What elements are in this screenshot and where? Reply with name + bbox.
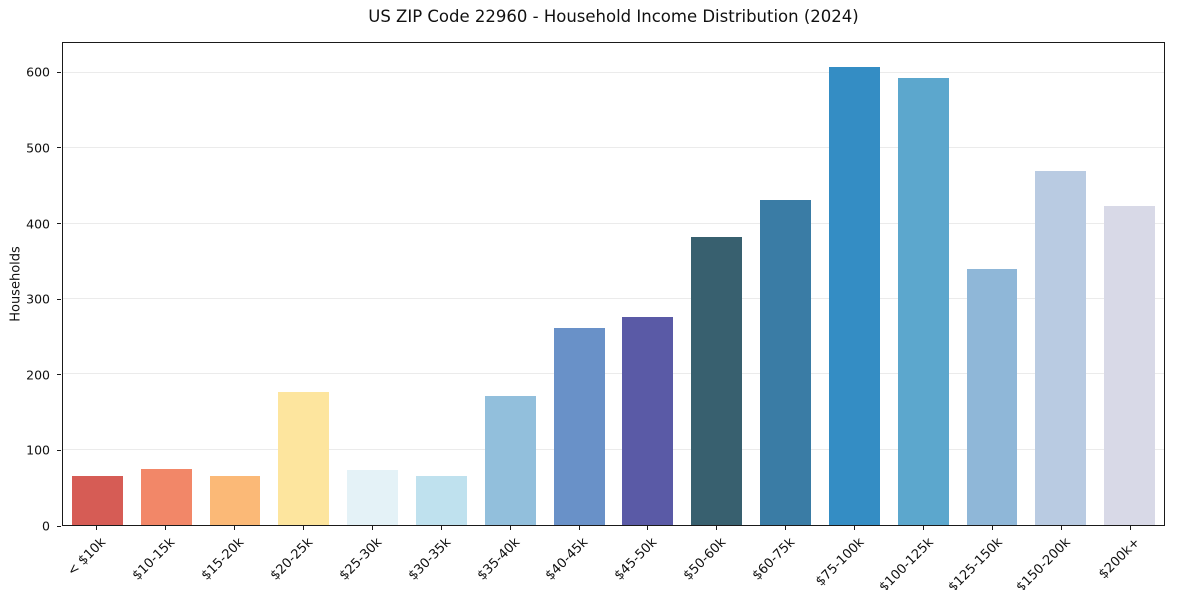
bar-$15-20k	[209, 476, 261, 525]
bar-$50-60k	[691, 236, 743, 525]
x-tick-mark	[1061, 526, 1063, 530]
bar-slot	[820, 43, 889, 525]
x-tick-label-$40-45k: $40-45k	[543, 535, 592, 584]
gridline-400	[63, 222, 1164, 224]
bar-slot	[407, 43, 476, 525]
bar-$10-15k	[140, 468, 192, 525]
x-tick-label-$60-75k: $60-75k	[749, 535, 799, 584]
bar-slot	[1026, 43, 1095, 525]
bar-$45-50k	[622, 317, 674, 525]
x-tick-mark	[854, 526, 856, 530]
y-tick-mark	[57, 147, 61, 149]
x-tick-mark	[923, 526, 925, 530]
y-tick-label-200: 200	[26, 367, 50, 383]
chart-title: US ZIP Code 22960 - Household Income Dis…	[368, 7, 859, 26]
y-tick-mark	[57, 525, 61, 527]
y-tick-mark	[57, 71, 61, 73]
x-tick-mark	[578, 526, 580, 530]
bar-$30-35k	[416, 476, 467, 525]
x-tick-label-$25-30k: $25-30k	[336, 535, 385, 584]
bar-slot	[682, 43, 751, 525]
x-tick-label-$125-150k: $125-150k	[945, 535, 1006, 590]
bar-$150-200k	[1035, 171, 1087, 525]
bar-$35-40k	[484, 396, 536, 525]
x-tick-mark	[647, 526, 649, 530]
bar-slot	[889, 43, 958, 525]
x-tick-label-$35-40k: $35-40k	[474, 535, 523, 584]
x-tick-label-$75-100k: $75-100k	[813, 535, 868, 590]
x-tick-label-< $10k: < $10k	[64, 535, 110, 580]
x-tick-label-$15-20k: $15-20k	[198, 535, 247, 584]
bar-$40-45k	[553, 328, 605, 525]
bar-slot	[614, 43, 683, 525]
x-tick-mark	[95, 526, 97, 530]
gridline-600	[63, 72, 1164, 74]
x-tick-label-$150-200k: $150-200k	[1014, 535, 1075, 590]
x-tick-mark	[1130, 526, 1132, 530]
bar-< $10k	[71, 476, 123, 525]
y-tick-label-400: 400	[26, 216, 50, 231]
bar-slot	[545, 43, 614, 525]
bar-slot	[63, 43, 132, 525]
bar-slot	[958, 43, 1027, 525]
bar-slot	[1095, 43, 1164, 525]
gridline-300	[63, 298, 1164, 300]
y-tick-mark	[57, 449, 61, 451]
x-tick-mark	[371, 526, 373, 530]
x-tick-mark	[164, 526, 166, 530]
bars-container	[63, 43, 1164, 525]
bar-slot	[751, 43, 820, 525]
y-tick-mark	[57, 374, 61, 376]
y-axis: 0 100 200 300 400 500 600	[0, 42, 62, 534]
y-tick-mark	[57, 223, 61, 224]
x-tick-mark	[785, 526, 787, 530]
bar-slot	[269, 43, 338, 525]
y-tick-label-300: 300	[26, 291, 50, 307]
bar-$25-30k	[347, 470, 399, 525]
bar-$60-75k	[760, 199, 811, 525]
plot-area	[62, 42, 1165, 526]
x-tick-mark	[302, 526, 304, 530]
bar-$75-100k	[828, 67, 880, 525]
x-tick-label-$45-50k: $45-50k	[612, 535, 661, 584]
bar-slot	[338, 43, 407, 525]
y-tick-label-100: 100	[26, 442, 50, 458]
x-tick-mark	[716, 526, 718, 530]
x-tick-label-$10-15k: $10-15k	[129, 535, 179, 584]
gridline-100	[63, 448, 1164, 450]
x-tick-label-$50-60k: $50-60k	[681, 535, 730, 584]
x-tick-label-$100-125k: $100-125k	[876, 535, 937, 590]
x-tick-label-$200k+: $200k+	[1096, 535, 1144, 583]
bar-slot	[132, 43, 201, 525]
x-tick-mark	[992, 526, 994, 530]
y-tick-mark	[57, 298, 61, 300]
gridline-500	[63, 147, 1164, 149]
x-tick-label-$30-35k: $30-35k	[405, 535, 454, 584]
x-tick-label-$20-25k: $20-25k	[267, 535, 316, 584]
y-tick-label-600: 600	[26, 64, 50, 80]
bar-slot	[476, 43, 545, 525]
x-tick-mark	[233, 526, 235, 530]
y-tick-label-500: 500	[26, 140, 50, 156]
x-tick-mark	[509, 526, 511, 530]
bar-slot	[201, 43, 270, 525]
x-axis: < $10k $10-15k $15-20k $20-25k $25-30k $30-35…	[62, 526, 1165, 590]
x-tick-mark	[440, 526, 442, 530]
y-tick-label-0: 0	[42, 518, 50, 534]
bar-$125-150k	[966, 268, 1018, 525]
bar-$100-125k	[897, 78, 949, 525]
bar-$200k+	[1104, 205, 1156, 525]
gridline-200	[63, 373, 1164, 375]
bar-$20-25k	[278, 391, 330, 525]
